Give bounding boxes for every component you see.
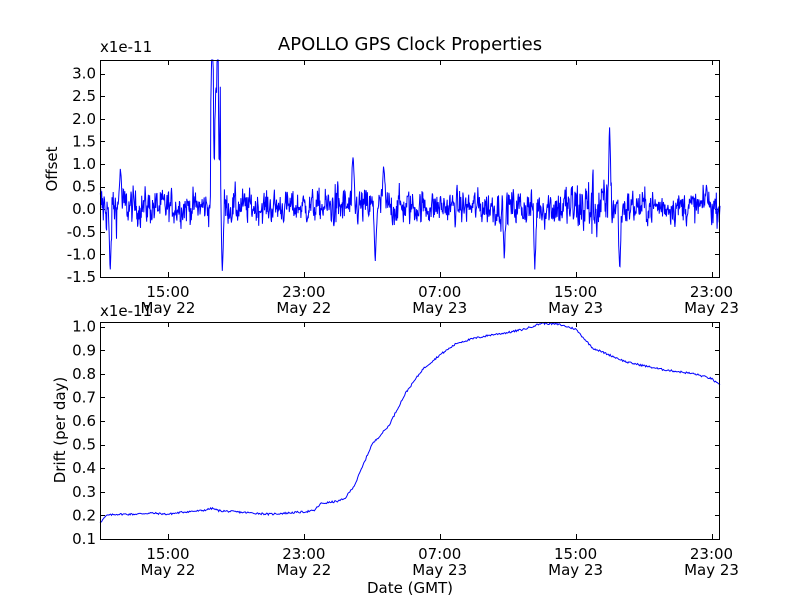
y-tick-label: 1.0 (72, 318, 96, 336)
x-tick-date-label: May 22 (141, 561, 196, 579)
x-tick-date-label: May 22 (276, 299, 331, 317)
y-tick-label: 0.3 (72, 483, 96, 501)
y-tick-label: 0.1 (72, 530, 96, 548)
y-tick-label: 0.0 (72, 200, 96, 218)
x-tick-date-label: May 23 (684, 561, 739, 579)
offset-panel: APOLLO GPS Clock Properties x1e-11 Offse… (43, 34, 739, 317)
drift-series (99, 321, 721, 524)
drift-panel: x1e-11 Drift (per day) Date (GMT) 0.1 0.2… (51, 302, 739, 597)
y-tick-label: 0.2 (72, 506, 96, 524)
drift-series-line (99, 321, 721, 524)
y-tick-label: 3.0 (72, 65, 96, 83)
y-tick-label: -0.5 (67, 223, 96, 241)
y-tick-label: -1.0 (67, 245, 96, 263)
y-tick-label: 0.4 (72, 459, 96, 477)
y-tick-label: 0.6 (72, 412, 96, 430)
y-tick-label: 2.5 (72, 87, 96, 105)
drift-plot-frame (100, 322, 720, 540)
x-tick-time-label: 15:00 (146, 545, 189, 563)
y-tick-label: 0.9 (72, 341, 96, 359)
x-tick-date-label: May 23 (548, 561, 603, 579)
x-tick-date-label: May 23 (412, 299, 467, 317)
drift-axis-label: Drift (per day) (51, 377, 69, 484)
offset-series-line (99, 59, 721, 271)
x-tick-time-label: 07:00 (418, 545, 461, 563)
y-tick-label: 1.0 (72, 155, 96, 173)
drift-axis-multiplier: x1e-11 (100, 302, 152, 320)
offset-axis-ticks: -1.5-1.0-0.50.00.51.01.52.02.53.015:00Ma… (67, 60, 739, 317)
x-tick-time-label: 15:00 (554, 545, 597, 563)
x-tick-time-label: 23:00 (282, 283, 325, 301)
y-tick-label: -1.5 (67, 268, 96, 286)
x-tick-time-label: 23:00 (690, 545, 733, 563)
offset-plot-frame (100, 60, 720, 278)
x-tick-date-label: May 22 (141, 299, 196, 317)
x-tick-date-label: May 23 (684, 299, 739, 317)
x-tick-date-label: May 23 (548, 299, 603, 317)
y-tick-label: 1.5 (72, 132, 96, 150)
offset-series (99, 59, 721, 271)
x-tick-time-label: 23:00 (690, 283, 733, 301)
x-axis-label: Date (GMT) (367, 579, 453, 597)
x-tick-date-label: May 22 (276, 561, 331, 579)
y-tick-label: 0.7 (72, 388, 96, 406)
x-tick-time-label: 15:00 (146, 283, 189, 301)
x-tick-date-label: May 23 (412, 561, 467, 579)
y-tick-label: 0.5 (72, 178, 96, 196)
offset-axis-multiplier: x1e-11 (100, 38, 152, 56)
x-tick-time-label: 23:00 (282, 545, 325, 563)
x-tick-time-label: 15:00 (554, 283, 597, 301)
offset-axis-label: Offset (43, 146, 61, 191)
y-tick-label: 2.0 (72, 110, 96, 128)
y-tick-label: 0.5 (72, 436, 96, 454)
x-tick-time-label: 07:00 (418, 283, 461, 301)
y-tick-label: 0.8 (72, 365, 96, 383)
chart-title: APOLLO GPS Clock Properties (278, 34, 542, 55)
